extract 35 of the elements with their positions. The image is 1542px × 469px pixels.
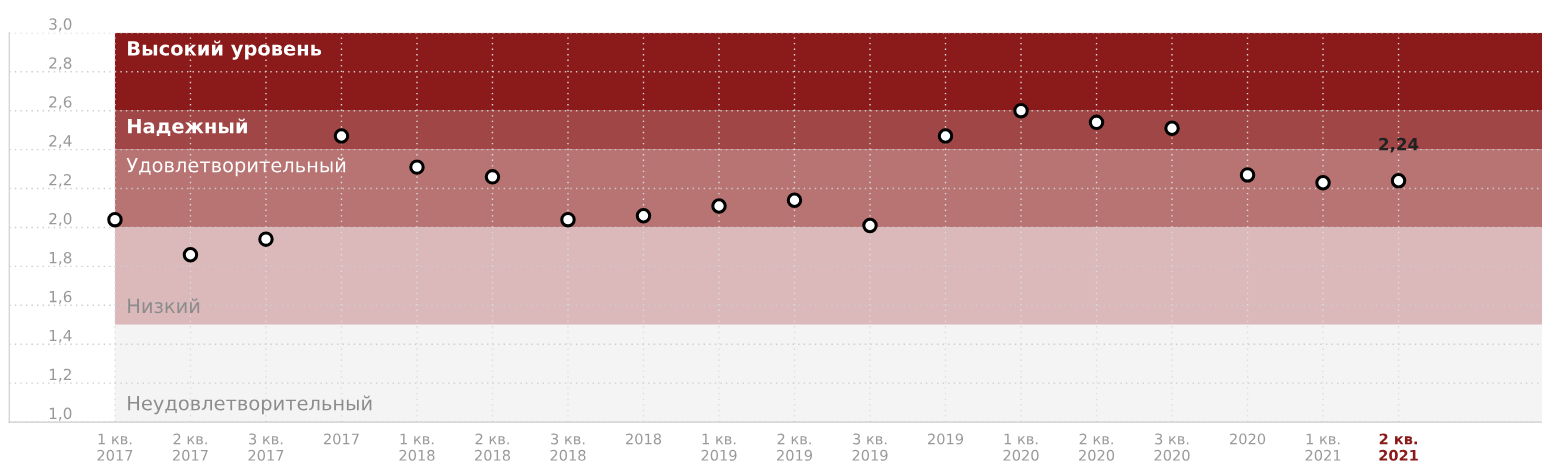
- y-tick-label: 2,6: [49, 96, 72, 110]
- y-tick-label: 1,8: [49, 251, 72, 265]
- band-label: Надежный: [128, 118, 247, 136]
- band-label: Низкий: [128, 298, 200, 314]
- y-tick-label: 2,2: [49, 174, 71, 188]
- data-label: 2,24: [1379, 137, 1419, 153]
- x-tick-label: 2 кв. 2020: [1079, 433, 1115, 461]
- y-tick-label: 1,2: [49, 368, 71, 382]
- y-tick-label: 2,8: [49, 57, 72, 71]
- y-tick-label: 1,6: [49, 290, 72, 304]
- x-tick-label: 1 кв. 2018: [399, 433, 435, 461]
- x-tick-label: 2 кв. 2017: [172, 433, 208, 461]
- x-tick-label: 3 кв. 2019: [852, 433, 888, 461]
- y-tick-label: 1,4: [49, 329, 72, 343]
- x-tick-label: 2020: [1230, 433, 1266, 445]
- band-label: Удовлетворительный: [126, 157, 346, 177]
- x-tick-label: 2019: [928, 433, 964, 445]
- band-label: Высокий уровень: [128, 40, 322, 60]
- y-tick-label: 2,4: [49, 135, 72, 149]
- x-tick-label: 2 кв. 2018: [474, 433, 511, 461]
- y-tick-label: 1,0: [49, 407, 72, 421]
- x-tick-label: 2018: [626, 433, 662, 445]
- x-tick-label: 2 кв. 2021: [1379, 433, 1418, 461]
- x-tick-label: 1 кв. 2020: [1003, 433, 1039, 461]
- y-tick-label: 2,0: [49, 212, 72, 227]
- band-label: Неудовлетворительный: [128, 395, 372, 415]
- x-tick-label: 3 кв. 2017: [248, 433, 284, 461]
- x-tick-label: 3 кв. 2018: [550, 433, 586, 461]
- x-tick-label: 1 кв. 2017: [97, 433, 133, 461]
- x-tick-label: 1 кв. 2021: [1305, 433, 1341, 461]
- y-tick-label: 3,0: [49, 18, 72, 32]
- x-tick-label: 2017: [323, 433, 359, 445]
- x-tick-label: 3 кв. 2020: [1154, 433, 1190, 461]
- x-tick-label: 1 кв. 2019: [701, 433, 737, 461]
- x-tick-label: 2 кв. 2019: [777, 433, 813, 461]
